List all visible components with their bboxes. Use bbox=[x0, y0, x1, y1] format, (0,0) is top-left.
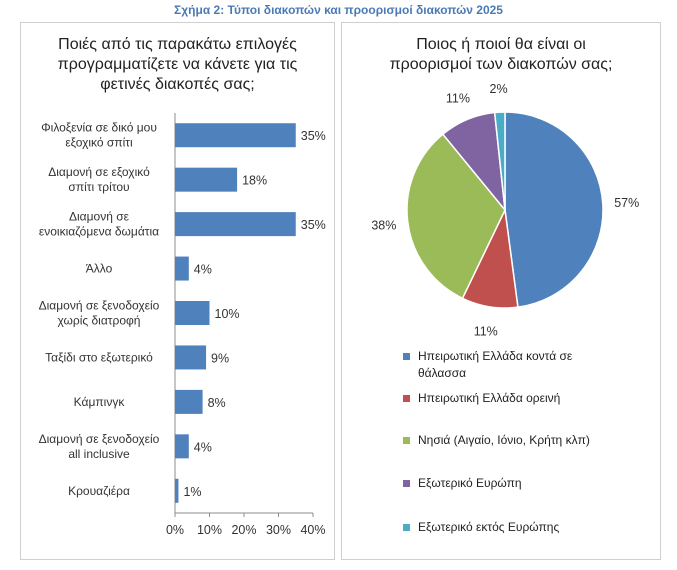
bar-data-label: 10% bbox=[215, 307, 240, 321]
x-tick-label: 30% bbox=[266, 523, 291, 537]
legend-label: Εξωτερικό Ευρώπη bbox=[418, 476, 522, 490]
legend-swatch bbox=[403, 524, 410, 531]
legend-item: Ηπειρωτική Ελλάδα κοντά σε θάλασσα bbox=[403, 348, 658, 382]
bar bbox=[175, 167, 238, 192]
legend-swatch bbox=[403, 437, 410, 444]
bar-category-label: Διαμονή σε ενοικιαζόμενα δωμάτια bbox=[39, 210, 159, 239]
legend-label: Νησιά (Αιγαίο, Ιόνιο, Κρήτη κλπ) bbox=[418, 433, 590, 447]
bar bbox=[175, 212, 296, 237]
legend-label: Ηπειρωτική Ελλάδα ορεινή bbox=[418, 391, 561, 405]
x-tick-label: 10% bbox=[197, 523, 222, 537]
legend-swatch bbox=[403, 480, 410, 487]
bar-data-label: 35% bbox=[301, 129, 326, 143]
pie-data-label: 2% bbox=[490, 82, 508, 96]
bar-chart: 35% Φιλοξενία σε δικό μου εξοχικό σπίτι 18%… bbox=[39, 113, 326, 537]
legend-item: Εξωτερικό Ευρώπη bbox=[403, 475, 658, 492]
bar-chart-title: Ποιές από τις παρακάτω επιλογές προγραμμ… bbox=[57, 36, 298, 93]
bar-data-label: 8% bbox=[208, 396, 226, 410]
pie-chart-panel: Ποιος ή ποιοί θα είναι οι προορισμοί των… bbox=[341, 22, 661, 560]
x-tick-label: 40% bbox=[300, 523, 325, 537]
bar-category-label: Φιλοξενία σε δικό μου εξοχικό σπίτι bbox=[41, 121, 157, 150]
bar bbox=[175, 389, 203, 414]
bar-data-label: 1% bbox=[183, 485, 201, 499]
pie-data-label: 11% bbox=[474, 324, 498, 338]
bar bbox=[175, 301, 210, 325]
legend-swatch bbox=[403, 353, 410, 360]
bar-category-label: Ταξίδι στο εξωτερικό bbox=[45, 350, 153, 364]
bar-category-label: Κρουαζιέρα bbox=[68, 484, 130, 498]
legend-label: Ηπειρωτική Ελλάδα κοντά σε θάλασσα bbox=[418, 349, 573, 380]
pie-data-label: 57% bbox=[614, 196, 639, 210]
bar-data-label: 4% bbox=[194, 263, 212, 277]
bar bbox=[175, 123, 296, 148]
legend-label: Εξωτερικό εκτός Ευρώπης bbox=[418, 520, 560, 534]
pie-data-label: 11% bbox=[446, 91, 470, 105]
pie-slice bbox=[504, 111, 604, 308]
figure-title: Σχήμα 2: Τύποι διακοπών και προορισμοί δ… bbox=[174, 3, 503, 17]
pie-slice bbox=[493, 111, 506, 211]
bar-data-label: 35% bbox=[301, 218, 326, 232]
x-tick-label: 0% bbox=[166, 523, 184, 537]
pie-chart-title: Ποιος ή ποιοί θα είναι οι προορισμοί των… bbox=[389, 36, 613, 73]
bar bbox=[175, 256, 189, 281]
bar-category-label: Διαμονή σε ξενοδοχείο χωρίς διατροφή bbox=[39, 299, 160, 328]
legend-swatch bbox=[403, 395, 410, 402]
bar-data-label: 4% bbox=[194, 440, 212, 454]
bar-data-label: 9% bbox=[211, 351, 229, 365]
bar-category-label: Διαμονή σε εξοχικό σπίτι τρίτου bbox=[48, 165, 150, 194]
bar-data-label: 18% bbox=[242, 174, 267, 188]
x-tick-label: 20% bbox=[231, 523, 256, 537]
bar bbox=[175, 345, 207, 370]
legend-item: Εξωτερικό εκτός Ευρώπης bbox=[403, 519, 658, 536]
bar-chart-panel: Ποιές από τις παρακάτω επιλογές προγραμμ… bbox=[20, 22, 335, 560]
legend-item: Ηπειρωτική Ελλάδα ορεινή bbox=[403, 390, 658, 407]
bar-category-label: Κάμπινγκ bbox=[74, 395, 126, 409]
pie-data-label: 38% bbox=[371, 218, 396, 232]
bar bbox=[175, 434, 189, 459]
bar-category-label: Άλλο bbox=[86, 262, 113, 276]
legend-item: Νησιά (Αιγαίο, Ιόνιο, Κρήτη κλπ) bbox=[403, 432, 658, 449]
pie-chart: 57% 11% 38% 11% 2% bbox=[371, 82, 639, 338]
bar-category-label: Διαμονή σε ξενοδοχείο all inclusive bbox=[39, 432, 160, 461]
bar bbox=[175, 478, 179, 503]
pie-slice bbox=[406, 133, 506, 300]
